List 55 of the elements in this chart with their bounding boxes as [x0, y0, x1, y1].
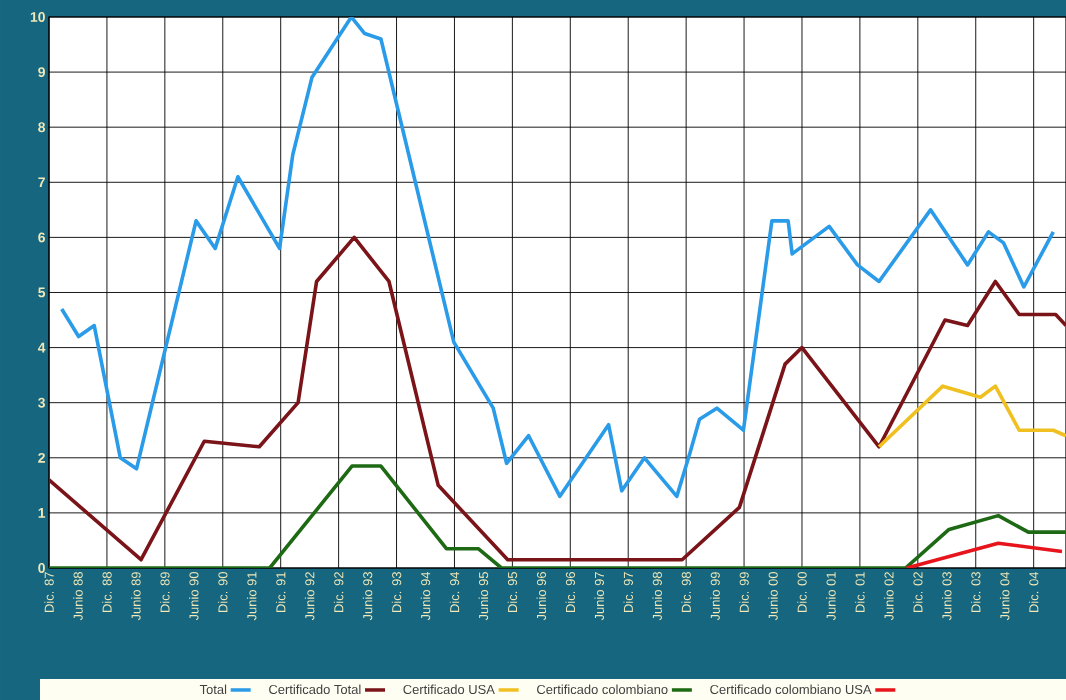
x-tick-label: Junio 94 — [420, 571, 431, 621]
x-tick-label: Dic. 00 — [797, 572, 807, 612]
x-tick-label: Dic. 87 — [44, 572, 54, 612]
y-tick-label: 8 — [38, 122, 46, 133]
x-tick-label: Junio 04 — [999, 571, 1010, 621]
x-tick-label: Junio 97 — [594, 572, 605, 621]
line-series — [49, 235, 1066, 562]
x-tick-label: Dic. 88 — [102, 572, 112, 612]
line-series — [877, 384, 1066, 449]
x-tick-label: Dic. 92 — [333, 572, 344, 612]
legend-label: Certificado colombiano — [537, 684, 668, 695]
line-series — [49, 464, 1066, 568]
x-tick-label: Junio 96 — [536, 572, 547, 621]
x-tick-label: Dic. 99 — [739, 572, 749, 612]
x-tick-label: Junio 88 — [73, 572, 83, 621]
x-tick-label: Dic. 97 — [623, 572, 633, 612]
y-tick-label: 2 — [38, 452, 45, 463]
x-tick-label: Junio 01 — [826, 572, 836, 621]
x-tick-label: Junio 93 — [362, 572, 373, 621]
x-tick-label: Dic. 01 — [855, 572, 865, 612]
x-tick-label: Dic. 94 — [449, 571, 460, 612]
x-tick-label: Dic. 95 — [507, 572, 518, 612]
x-tick-label: Junio 03 — [942, 572, 952, 621]
x-tick-label: Dic. 02 — [913, 572, 923, 612]
y-tick-label: 9 — [38, 67, 45, 78]
y-tick-label: 1 — [38, 508, 46, 518]
legend-label: Certificado USA — [403, 684, 495, 695]
x-tick-label: Dic. 04 — [1028, 571, 1039, 612]
y-tick-label: 6 — [38, 232, 45, 243]
x-tick-label: Dic. 98 — [681, 572, 691, 612]
legend-label: Certificado Total — [269, 684, 361, 695]
y-tick-label: 10 — [30, 12, 45, 22]
x-tick-label: Dic. 89 — [160, 572, 170, 612]
x-tick-label: Dic. 96 — [565, 572, 576, 612]
y-tick-label: 0 — [38, 563, 45, 573]
x-tick-label: Junio 02 — [884, 572, 894, 621]
x-tick-label: Junio 92 — [304, 572, 315, 621]
y-tick-label: 5 — [38, 287, 46, 298]
x-tick-label: Junio 95 — [478, 572, 489, 621]
y-tick-label: 7 — [38, 177, 45, 188]
x-tick-label: Junio 99 — [710, 572, 720, 621]
y-tick-label: 4 — [37, 342, 46, 353]
x-tick-label: Junio 98 — [652, 572, 662, 621]
legend-label: Total — [199, 684, 227, 695]
x-tick-label: Dic. 91 — [275, 572, 286, 612]
x-tick-label: Junio 89 — [131, 572, 141, 621]
legend-label: Certificado colombiano USA — [710, 684, 872, 695]
x-tick-label: Dic. 90 — [218, 572, 228, 612]
y-tick-label: 3 — [38, 397, 45, 408]
x-tick-label: Junio 90 — [189, 572, 199, 621]
x-tick-label: Junio 91 — [246, 572, 257, 621]
line-series — [59, 16, 1056, 499]
x-tick-label: Dic. 03 — [970, 572, 981, 612]
x-tick-label: Dic. 93 — [391, 572, 402, 612]
x-tick-label: Junio 00 — [768, 572, 778, 621]
